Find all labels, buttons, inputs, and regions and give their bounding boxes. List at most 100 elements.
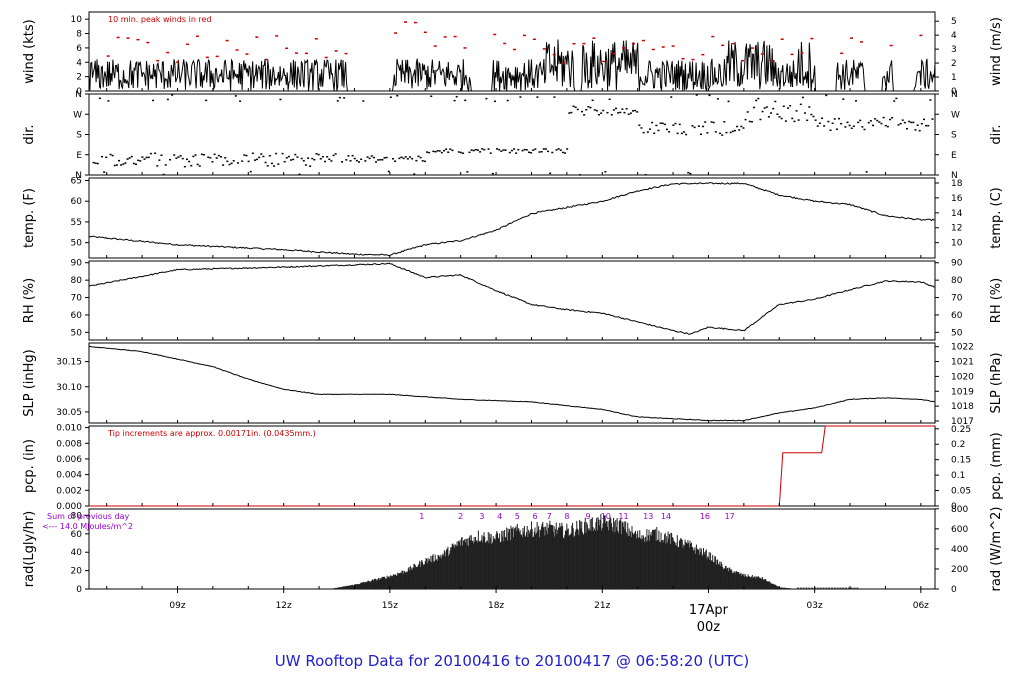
rad-hour-label: 1 [419,512,424,521]
dir-point [838,117,841,120]
dir-point [300,157,303,160]
wind-peak-mark [295,52,299,54]
dir-point [840,122,843,125]
dir-point [595,109,598,112]
rad-hour-label: 13 [643,512,653,521]
dir-left-tick-label: W [73,110,82,120]
dir-point [755,99,758,102]
dir-point [710,121,713,123]
dir-point [912,121,915,124]
dir-point [784,120,787,122]
dir-point [880,122,883,125]
dir-point [466,171,469,173]
dir-point [536,96,539,98]
wind-peak-mark [304,52,308,55]
pcp-ylabel-left: pcp. (in) [22,439,37,493]
wind-line [88,39,936,93]
wind-peak-mark [810,37,814,40]
dir-point [761,110,764,113]
dir-point [120,164,123,166]
wind-peak-mark [721,44,725,47]
wind-peak-mark [572,42,576,45]
dir-point [504,149,507,151]
dir-point [137,159,140,162]
wind-ylabel-right: wind (m/s) [989,17,1004,86]
wind-peak-mark [612,52,616,55]
wind-peak-mark [334,50,338,52]
pcp-left-tick-label: 0.004 [56,471,82,481]
dir-point [553,96,556,98]
dir-point [372,156,375,159]
dir-point [716,98,719,100]
rad-right-tick-label: 600 [951,525,968,535]
dir-point [914,129,917,131]
dir-point [733,129,736,132]
dir-point [551,151,554,154]
dir-point [540,150,543,153]
slp-ylabel-right: SLP (hPa) [989,352,1004,413]
dir-point [128,157,131,159]
wind-peak-mark [176,61,180,63]
dir-point [315,153,318,155]
wind-peak-mark [106,55,110,57]
wind-peak-mark [126,37,130,39]
x-tick-label: 03z [807,601,823,611]
dir-point [772,107,775,110]
temp-right-tick-label: 10 [951,239,963,249]
rad-hour-label: 2 [458,512,463,521]
temp-right-tick-label: 18 [951,179,963,189]
dir-point [298,173,301,176]
dir-point [612,109,615,111]
dir-point [243,154,246,156]
dir-point [591,99,594,102]
dir-point [776,113,779,115]
dir-point [903,121,906,124]
dir-point [283,160,286,163]
dir-point [763,107,766,109]
wind-right-tick-label: 2 [951,59,957,69]
dir-point [640,127,643,129]
dir-point [287,155,290,158]
dir-point [462,152,465,154]
pcp-right-tick-label: 0.1 [951,471,965,481]
dir-point [496,148,499,150]
wind-peak-mark [413,21,417,24]
wind-peak-mark [156,59,160,62]
dir-point [400,156,403,159]
dir-point [162,173,165,176]
dir-point [440,151,443,154]
dir-point [893,100,896,102]
dir-point [332,154,335,157]
rad-annotation-line-2: <--- 14.0 MJoules/m^2 [42,522,133,531]
dir-point [385,156,388,159]
dir-point [105,156,108,159]
pcp-left-tick-label: 0.002 [56,486,82,496]
wind-peak-mark [433,45,437,47]
dir-point [404,156,407,158]
dir-point [670,96,673,98]
dir-point [481,148,484,150]
dir-point [296,156,299,158]
temp-line [88,182,935,257]
dir-point [882,116,885,119]
slp-right-tick-label: 1017 [951,417,974,427]
rad-right-tick-label: 200 [951,565,968,575]
dir-point [432,150,435,153]
dir-point [145,156,148,159]
rad-right-tick-label: 0 [951,585,957,595]
dir-point [96,162,99,165]
dir-point [236,162,239,164]
dir-point [908,120,911,123]
rad-bars [329,514,797,589]
rad-hour-label: 3 [479,512,484,521]
dir-point [101,155,104,158]
dir-point [109,153,112,156]
dir-point [479,151,482,153]
dir-point [360,158,363,161]
dir-point [377,159,380,161]
dir-point [258,156,261,159]
dir-point [190,164,193,167]
dir-point [230,162,233,165]
wind-peak-mark [493,33,497,36]
dir-point [644,174,647,176]
